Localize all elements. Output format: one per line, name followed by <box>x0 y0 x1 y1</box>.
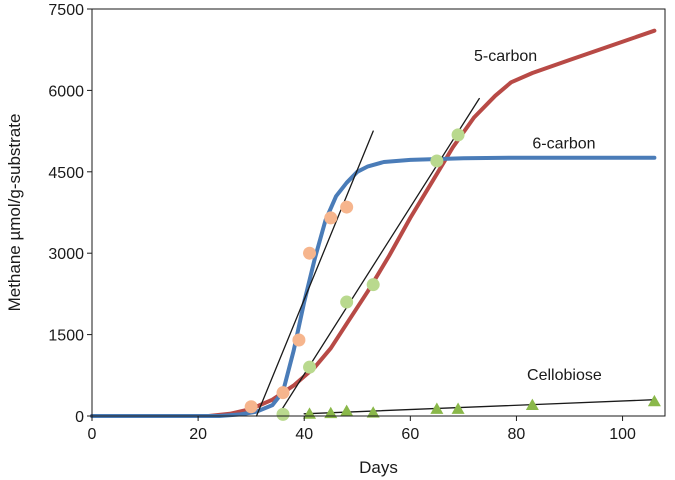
6-carbon-tangent-line <box>255 130 374 417</box>
cellobiose-data-point <box>451 402 465 414</box>
6-carbon-data-point <box>324 211 338 225</box>
cellobiose-data-point <box>340 404 354 416</box>
y-tick-label: 6000 <box>48 83 84 100</box>
5-carbon-data-point <box>430 154 444 168</box>
5-carbon-line <box>90 28 657 418</box>
6-carbon-data-point <box>340 200 354 214</box>
6-carbon-data-point <box>292 333 306 347</box>
cellobiose-data-point <box>430 402 444 414</box>
y-tick-label: 1500 <box>48 328 84 345</box>
cellobiose-data-point <box>525 398 539 411</box>
cellobiose-data-point <box>647 394 661 407</box>
x-tick-label: 0 <box>88 426 97 443</box>
y-tick-label: 3000 <box>48 246 84 263</box>
y-tick-label: 0 <box>75 409 84 426</box>
5-carbon-data-point <box>340 295 354 309</box>
5-carbon-data-point <box>451 128 465 142</box>
5-carbon-data-point <box>276 407 290 421</box>
x-tick-label: 20 <box>189 426 207 443</box>
y-axis-title: Methane µmol/g-substrate <box>5 114 24 312</box>
x-axis-title: Days <box>359 458 398 477</box>
6-carbon-data-point <box>303 246 317 260</box>
x-tick-label: 100 <box>609 426 636 443</box>
y-tick-label: 4500 <box>48 165 84 182</box>
plot-frame <box>91 8 666 417</box>
6-carbon-data-point <box>244 400 258 414</box>
y-tick-label: 7500 <box>48 2 84 19</box>
axes: 0 20 40 60 80 100 0 1500 3000 4500 6000 7500 <box>48 2 666 443</box>
series-label-5-carbon: 5-carbon <box>474 48 537 65</box>
series-lines <box>90 28 657 418</box>
5-carbon-data-point <box>303 360 317 374</box>
5-carbon-data-point <box>366 278 380 292</box>
series-annotations: 5-carbon 6-carbon Cellobiose <box>474 48 602 384</box>
series-label-cellobiose: Cellobiose <box>527 367 602 384</box>
series-label-6-carbon: 6-carbon <box>532 135 595 152</box>
cellobiose-line <box>303 399 656 415</box>
x-tick-label: 40 <box>295 426 313 443</box>
cellobiose-data-point <box>324 406 338 419</box>
6-carbon-data-point <box>276 386 290 400</box>
x-axis-ticks: 0 20 40 60 80 100 <box>88 416 636 443</box>
x-tick-label: 80 <box>508 426 526 443</box>
y-axis-ticks: 0 1500 3000 4500 6000 7500 <box>48 2 92 426</box>
cellobiose-data-point <box>366 406 380 418</box>
x-tick-label: 60 <box>401 426 419 443</box>
